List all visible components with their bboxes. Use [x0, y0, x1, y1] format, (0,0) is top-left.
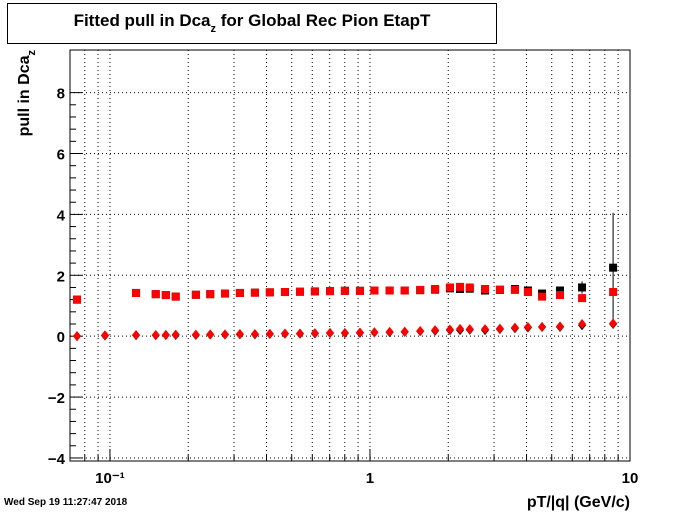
- marker: [370, 327, 379, 338]
- marker: [578, 283, 587, 292]
- marker: [280, 328, 289, 339]
- x-axis-label: pT/|q| (GeV/c): [527, 494, 630, 511]
- marker: [578, 294, 587, 303]
- marker: [340, 327, 349, 338]
- marker: [132, 288, 141, 297]
- title-subscript: z: [211, 23, 217, 35]
- marker: [161, 329, 170, 340]
- marker: [326, 327, 335, 338]
- marker: [191, 290, 200, 299]
- marker: [609, 318, 618, 329]
- marker: [310, 287, 319, 296]
- marker: [132, 329, 141, 340]
- title-box: [7, 3, 497, 44]
- marker: [171, 292, 180, 301]
- marker: [495, 323, 504, 334]
- marker: [510, 322, 519, 333]
- marker: [191, 329, 200, 340]
- marker: [445, 283, 454, 292]
- y-tick-label: −4: [48, 451, 66, 468]
- marker: [523, 288, 532, 297]
- marker: [523, 322, 532, 333]
- marker: [370, 286, 379, 295]
- marker: [151, 290, 160, 299]
- marker: [538, 322, 547, 333]
- marker: [355, 327, 364, 338]
- y-tick-label: 2: [57, 268, 65, 285]
- marker: [295, 328, 304, 339]
- timestamp: Wed Sep 19 11:27:47 2018: [4, 497, 128, 508]
- marker: [400, 326, 409, 337]
- marker: [73, 295, 82, 304]
- marker: [465, 283, 474, 292]
- marker: [280, 288, 289, 297]
- marker: [495, 285, 504, 294]
- marker: [295, 287, 304, 296]
- y-tick-label: 4: [57, 207, 66, 224]
- marker: [555, 286, 564, 295]
- marker: [326, 287, 335, 296]
- marker: [456, 323, 465, 334]
- marker: [416, 326, 425, 337]
- plot-frame: [69, 49, 631, 462]
- marker: [171, 329, 180, 340]
- marker: [265, 328, 274, 339]
- marker: [250, 329, 259, 340]
- ylabel-main: pull in Dca: [16, 55, 33, 136]
- x-tick-label: 10⁻¹: [95, 470, 125, 487]
- marker: [310, 328, 319, 339]
- marker: [235, 329, 244, 340]
- marker: [206, 290, 215, 299]
- marker: [481, 284, 490, 293]
- marker: [609, 263, 618, 272]
- y-axis-label: pull in Dcaz: [16, 50, 38, 137]
- marker: [265, 288, 274, 297]
- title-main: Fitted pull in Dca: [74, 11, 211, 30]
- marker: [431, 325, 440, 336]
- marker: [510, 285, 519, 294]
- y-tick-label: −2: [48, 390, 65, 407]
- marker: [100, 330, 109, 341]
- title-rest: for Global Rec Pion EtapT: [216, 11, 431, 30]
- marker: [555, 321, 564, 332]
- marker: [431, 284, 440, 293]
- marker: [456, 282, 465, 291]
- x-tick-label: 1: [366, 470, 374, 487]
- y-tick-label: 8: [57, 86, 65, 103]
- y-tick-label: 0: [57, 329, 65, 346]
- marker: [578, 319, 587, 329]
- marker: [555, 291, 564, 300]
- marker: [609, 288, 618, 297]
- marker: [73, 331, 82, 342]
- x-tick-label: 10: [622, 470, 639, 487]
- marker: [465, 324, 474, 335]
- marker: [161, 291, 170, 300]
- marker: [250, 288, 259, 297]
- marker: [538, 292, 547, 301]
- marker: [340, 286, 349, 295]
- marker: [235, 288, 244, 297]
- ylabel-subscript: z: [26, 50, 38, 56]
- chart-title: Fitted pull in Dcaz for Global Rec Pion …: [74, 11, 431, 35]
- marker: [221, 329, 230, 340]
- marker: [355, 286, 364, 295]
- marker: [206, 329, 215, 340]
- marker: [385, 286, 394, 295]
- marker: [151, 329, 160, 340]
- marker: [416, 285, 425, 294]
- marker: [400, 286, 409, 295]
- marker: [481, 324, 490, 335]
- marker: [221, 289, 230, 298]
- y-tick-label: 6: [57, 147, 65, 164]
- marker: [445, 324, 454, 335]
- marker: [385, 326, 394, 337]
